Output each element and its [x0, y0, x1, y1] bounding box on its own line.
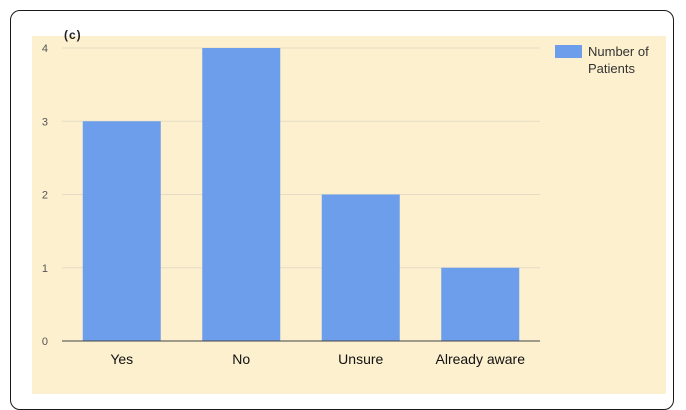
- bar-chart: 0 1 2 3 4 Yes No Unsure Already aware Number of…: [42, 43, 649, 367]
- bar-unsure: [321, 194, 400, 341]
- x-axis-labels: Yes No Unsure Already aware: [110, 351, 525, 367]
- legend-label-line-2: Patients: [588, 61, 635, 76]
- y-tick-label: 0: [42, 336, 48, 348]
- bar-yes: [82, 121, 161, 341]
- y-tick-label: 2: [42, 190, 48, 202]
- legend: Number of Patients: [555, 44, 649, 76]
- bar-already-aware: [441, 267, 520, 341]
- x-label-yes: Yes: [110, 351, 133, 367]
- x-label-no: No: [232, 351, 250, 367]
- bars: [82, 48, 520, 341]
- y-tick-label: 3: [42, 116, 48, 128]
- legend-swatch-number-of-patients: [555, 45, 582, 58]
- y-tick-label: 4: [42, 43, 48, 55]
- bar-no: [202, 48, 281, 341]
- figure-label: (c): [64, 28, 82, 42]
- x-label-already-aware: Already aware: [436, 351, 526, 367]
- y-axis-ticks: 0 1 2 3 4: [42, 43, 48, 348]
- legend-label-line-1: Number of: [588, 44, 649, 59]
- x-label-unsure: Unsure: [338, 351, 383, 367]
- y-tick-label: 1: [42, 263, 48, 275]
